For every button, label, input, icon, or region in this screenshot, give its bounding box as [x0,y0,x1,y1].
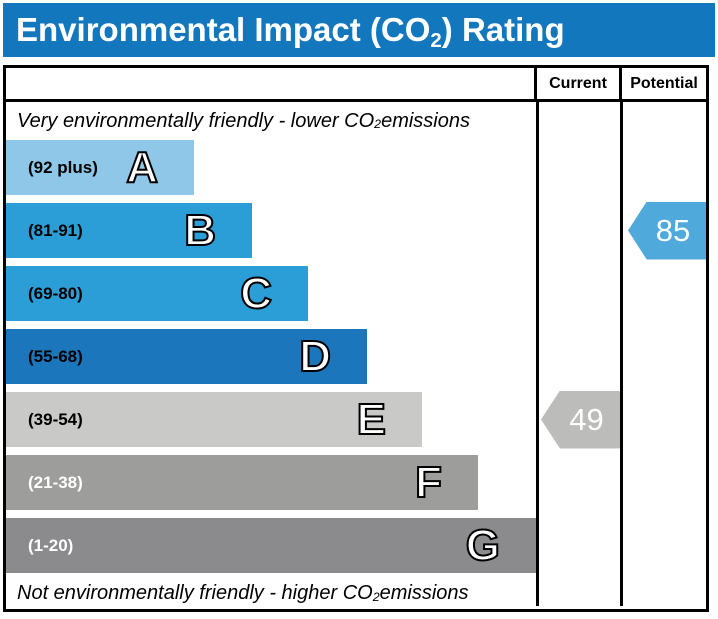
bottom-note-text: Not environmentally friendly - higher CO [17,582,373,604]
band-bar-A: (92 plus) A [6,140,194,195]
band-range-F: (21-38) [28,472,83,492]
potential-column: 85 [620,102,707,606]
band-range-B: (81-91) [28,220,83,240]
top-note: Very environmentally friendly - lower CO… [6,102,536,140]
band-letter-D: D [298,331,332,382]
top-note-subscript: 2 [374,117,382,132]
band-row-A: (92 plus) A [6,140,536,203]
top-note-suffix: emissions [381,109,470,132]
band-range-A: (92 plus) [28,157,98,177]
table-header-row: Current Potential [6,68,706,102]
current-rating-value: 49 [569,401,604,437]
band-range-E: (39-54) [28,409,83,429]
band-letter-E: E [356,394,387,445]
current-rating-arrow: 49 [541,390,620,449]
band-letter-A: A [125,142,159,193]
band-row-G: (1-20) G [6,518,536,581]
potential-rating-value: 85 [655,212,691,248]
title-bar: Environmental Impact (CO2) Rating [3,3,715,57]
band-row-C: (69-80) C [6,266,536,329]
band-range-D: (55-68) [28,346,83,366]
band-range-G: (1-20) [28,535,74,555]
table-body: Very environmentally friendly - lower CO… [6,102,707,606]
current-column: 49 [536,102,620,606]
band-bar-E: (39-54) E [6,392,422,447]
bottom-note-subscript: 2 [372,589,380,604]
band-bar-F: (21-38) F [6,455,478,510]
bottom-note-suffix: emissions [379,582,469,604]
rating-table: Current Potential Very environmentally f… [3,65,709,612]
bottom-note: Not environmentally friendly - higher CO… [6,581,536,606]
bands-area: Very environmentally friendly - lower CO… [6,102,536,606]
band-bar-D: (55-68) D [6,329,367,384]
band-row-B: (81-91) B [6,203,536,266]
page-title-text: Environmental Impact (CO [16,11,431,48]
band-bar-B: (81-91) B [6,203,252,258]
potential-rating-arrow: 85 [628,201,707,260]
page-title-subscript: 2 [430,28,442,52]
page-title: Environmental Impact (CO2) Rating [3,11,565,52]
potential-column-header: Potential [619,68,706,99]
band-list: (92 plus) A (81-91) B (69-80) C (55-68) D (39-54… [6,140,536,581]
band-row-E: (39-54) E [6,392,536,455]
band-bar-C: (69-80) C [6,266,308,321]
band-letter-C: C [239,268,273,319]
header-spacer [6,68,534,99]
band-letter-B: B [183,205,217,256]
band-range-C: (69-80) [28,283,83,303]
band-row-D: (55-68) D [6,329,536,392]
band-bar-G: (1-20) G [6,518,536,573]
current-column-header: Current [534,68,619,99]
band-letter-G: G [465,520,501,571]
band-letter-F: F [414,457,443,508]
top-note-text: Very environmentally friendly - lower CO [17,109,375,132]
band-row-F: (21-38) F [6,455,536,518]
page-title-suffix: ) Rating [441,11,565,48]
